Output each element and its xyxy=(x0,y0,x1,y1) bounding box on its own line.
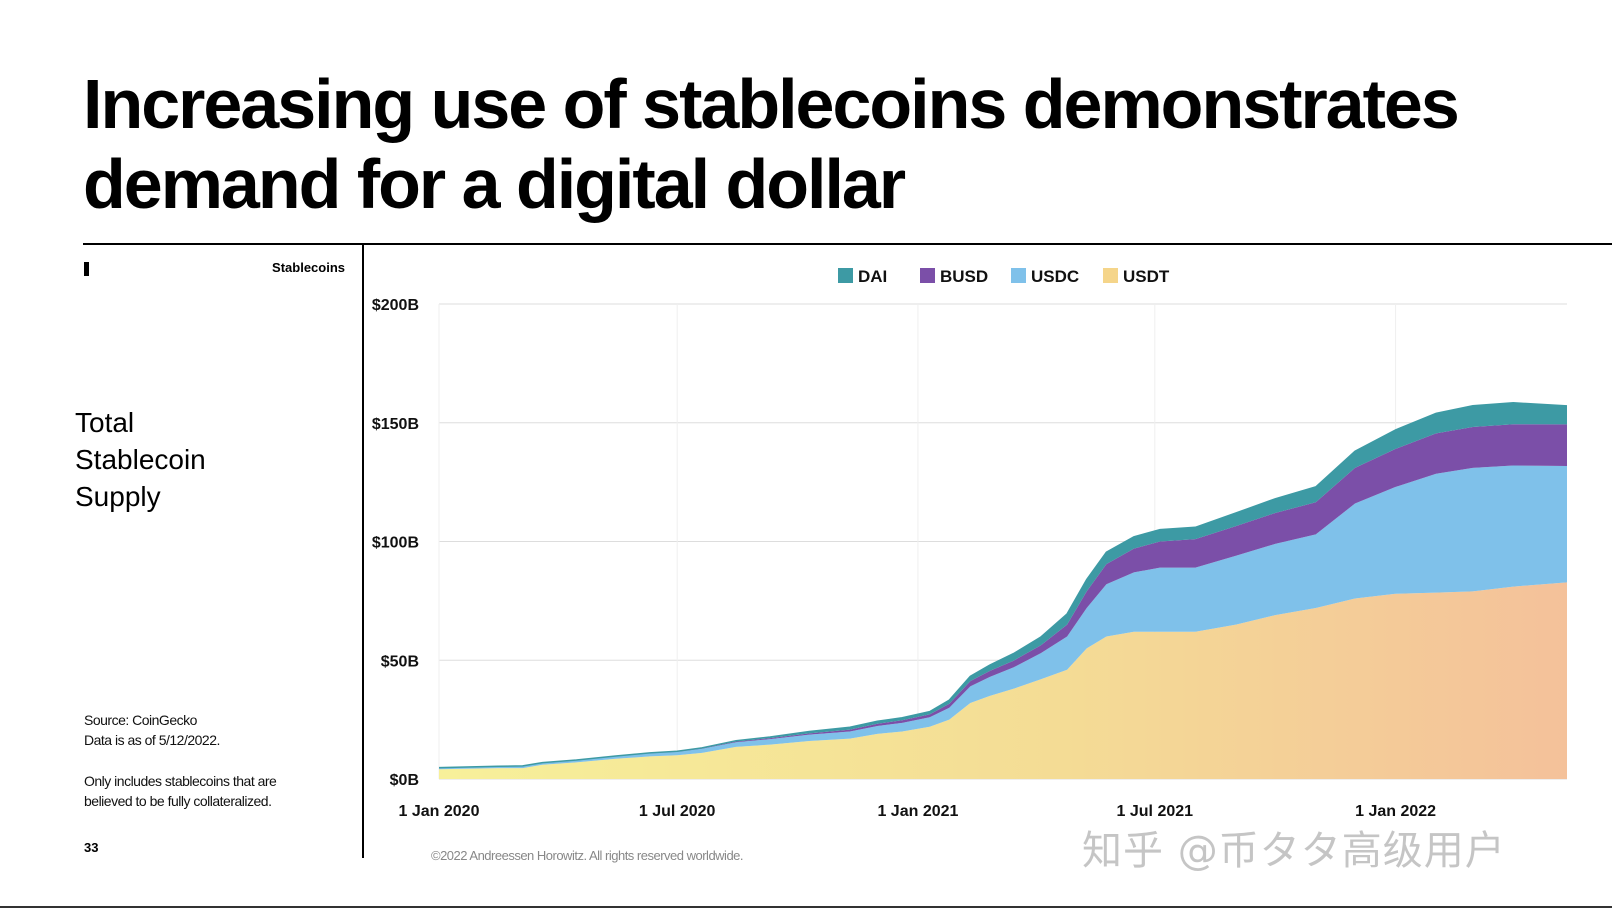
legend-swatch-usdt xyxy=(1103,268,1118,283)
section-label: Stablecoins xyxy=(272,260,345,275)
legend-label-usdc: USDC xyxy=(1031,267,1079,286)
total-outline xyxy=(438,402,1568,769)
stablecoin-supply-chart: $0B $50B $100B $150B $200B 1 Jan 2020 1 Jul 20… xyxy=(372,267,1568,820)
legend-label-busd: BUSD xyxy=(940,267,988,286)
area-series-usdt xyxy=(439,582,1567,779)
x-tick-label: 1 Jan 2022 xyxy=(1355,803,1436,820)
y-tick-label: $50B xyxy=(381,653,419,670)
y-tick-label: $150B xyxy=(372,416,419,433)
watermark-text: 知乎 @币タタ高级用户 xyxy=(1082,828,1506,874)
x-tick-label: 1 Jul 2020 xyxy=(639,803,716,820)
collateral-note: Only includes stablecoins that are belie… xyxy=(84,773,277,809)
slide-title: Increasing use of stablecoins demonstrat… xyxy=(83,65,1460,223)
legend-label-usdt: USDT xyxy=(1123,267,1170,286)
footer-divider xyxy=(0,906,1612,908)
x-tick-label: 1 Jul 2021 xyxy=(1117,803,1194,820)
sidebar-divider xyxy=(362,244,364,858)
y-tick-label: $0B xyxy=(390,772,419,789)
page-number: 33 xyxy=(84,840,99,855)
x-tick-label: 1 Jan 2020 xyxy=(399,803,480,820)
legend-label-dai: DAI xyxy=(858,267,887,286)
area-series-usdc xyxy=(439,465,1567,770)
area-series-busd xyxy=(439,424,1567,769)
x-tick-label: 1 Jan 2021 xyxy=(877,803,958,820)
copyright-text: ©2022 Andreessen Horowitz. All rights re… xyxy=(431,848,744,863)
header-divider xyxy=(83,243,1612,245)
legend-swatch-usdc xyxy=(1011,268,1026,283)
y-tick-label: $200B xyxy=(372,297,419,314)
side-heading: Total Stablecoin Supply xyxy=(75,407,206,512)
y-tick-label: $100B xyxy=(372,535,419,552)
legend-swatch-dai xyxy=(838,268,853,283)
legend-swatch-busd xyxy=(920,268,935,283)
section-marker xyxy=(84,262,89,276)
source-note: Source: CoinGecko Data is as of 5/12/202… xyxy=(84,712,220,748)
